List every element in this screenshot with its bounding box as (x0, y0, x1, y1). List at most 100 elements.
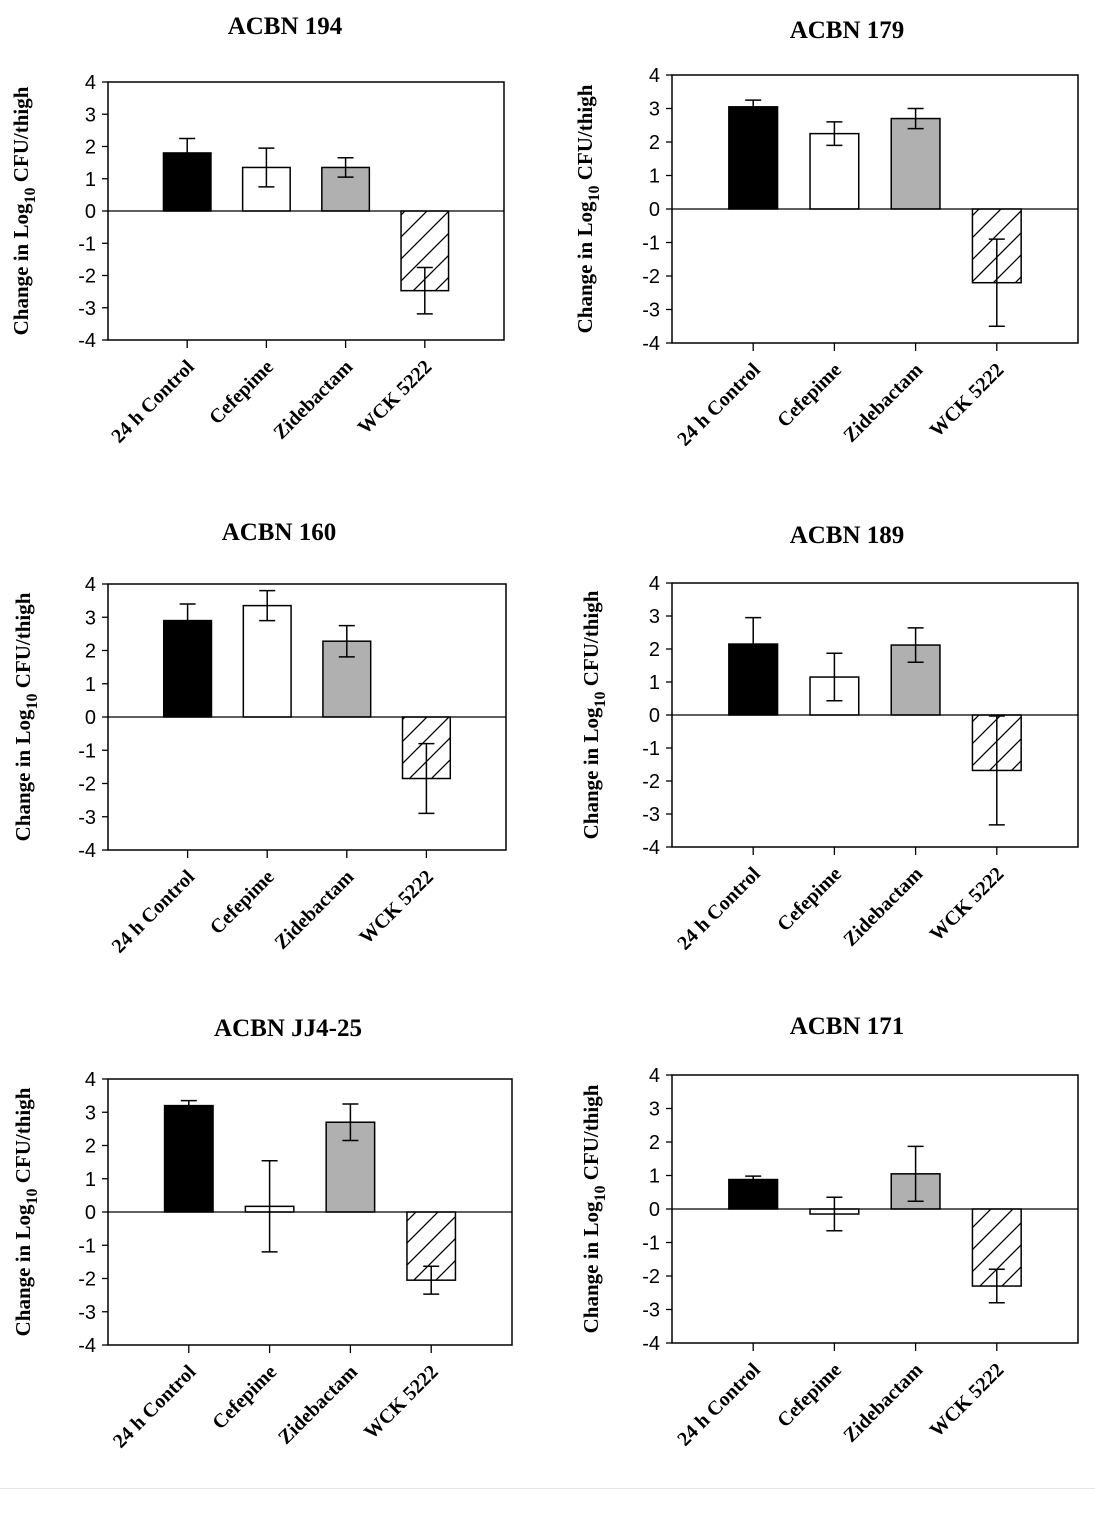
y-tick-label: 1 (85, 169, 96, 191)
y-tick-label: 3 (85, 1102, 96, 1124)
x-tick-label: WCK 5222 (354, 356, 437, 439)
y-tick-label: 1 (649, 1166, 660, 1188)
y-label-subscript: 10 (22, 188, 39, 204)
x-tick-label: Cefepime (206, 866, 279, 939)
panel-title: ACBN JJ4-25 (214, 1015, 362, 1042)
y-label-text: Change in Log (573, 201, 597, 333)
y-axis-label: Change in Log10 CFU/thigh (573, 84, 603, 333)
y-tick-label: -2 (642, 266, 660, 288)
y-tick-label: -3 (642, 804, 660, 826)
x-tick-label: Cefepime (205, 356, 278, 429)
y-tick-label: 2 (85, 1136, 96, 1158)
x-tick-label: WCK 5222 (926, 1359, 1009, 1442)
plot-frame (671, 1074, 1079, 1344)
y-tick-label: -1 (642, 738, 660, 760)
y-tick-label: 1 (85, 674, 96, 696)
caption-divider (0, 1488, 1095, 1489)
y-tick-label: 4 (649, 1065, 660, 1087)
y-tick-label: 4 (85, 574, 96, 596)
plot-frame (107, 583, 507, 851)
y-tick-label: -1 (78, 233, 96, 255)
y-tick-label: -4 (642, 333, 660, 355)
y-tick-label: -1 (78, 740, 96, 762)
x-tick-label: Zidebactam (269, 356, 357, 444)
x-tick-label: Cefepime (773, 359, 846, 432)
bar-24-h-control (728, 1178, 779, 1210)
y-tick-label: 4 (649, 573, 660, 595)
bar-zidebactam (890, 117, 941, 210)
panel-title: ACBN 179 (790, 17, 905, 44)
x-tick-label: 24 h Control (673, 863, 765, 955)
y-tick-label: -1 (78, 1235, 96, 1257)
y-axis-label: Change in Log10 CFU/thigh (11, 1087, 41, 1336)
y-label-text: CFU/thigh (579, 590, 603, 691)
bar-24-h-control (163, 1104, 214, 1213)
x-tick-label: 24 h Control (673, 359, 765, 451)
y-tick-label: -4 (78, 330, 96, 352)
x-tick-label: Cefepime (208, 1361, 281, 1434)
x-tick-label: Zidebactam (839, 1359, 927, 1447)
x-tick-label: Zidebactam (839, 863, 927, 951)
y-tick-label: 1 (649, 166, 660, 188)
y-tick-label: -4 (78, 1335, 96, 1357)
plot-frame (107, 81, 505, 341)
y-label-text: Change in Log (9, 203, 33, 335)
y-tick-label: 0 (85, 1202, 96, 1224)
y-tick-label: 4 (85, 72, 96, 94)
y-tick-label: -2 (642, 771, 660, 793)
y-axis-label: Change in Log10 CFU/thigh (579, 590, 609, 839)
y-tick-label: 0 (85, 707, 96, 729)
y-label-text: Change in Log (11, 1204, 35, 1336)
y-tick-label: 3 (649, 99, 660, 121)
y-tick-label: 2 (649, 639, 660, 661)
x-tick-label: 24 h Control (109, 1361, 201, 1453)
x-tick-label: Cefepime (773, 863, 846, 936)
y-tick-label: -2 (78, 1269, 96, 1291)
panel-title: ACBN 189 (790, 522, 905, 549)
y-tick-label: 1 (649, 672, 660, 694)
y-tick-label: 4 (649, 65, 660, 87)
y-label-subscript: 10 (592, 1186, 609, 1202)
plot-frame (107, 1078, 513, 1346)
bar-24-h-control (728, 106, 779, 210)
y-tick-label: 3 (649, 606, 660, 628)
y-label-text: CFU/thigh (11, 592, 35, 693)
y-label-text: Change in Log (11, 709, 35, 841)
x-tick-label: 24 h Control (673, 1359, 765, 1451)
y-label-text: CFU/thigh (579, 1084, 603, 1185)
x-tick-label: Cefepime (773, 1359, 846, 1432)
y-axis-label: Change in Log10 CFU/thigh (579, 1084, 609, 1333)
x-tick-label: Zidebactam (839, 359, 927, 447)
x-tick-label: 24 h Control (108, 866, 200, 958)
plot-frame (671, 74, 1079, 344)
x-tick-label: Zidebactam (274, 1361, 362, 1449)
x-tick-label: WCK 5222 (926, 863, 1009, 946)
y-label-subscript: 10 (586, 186, 603, 202)
y-tick-label: 2 (85, 137, 96, 159)
y-tick-label: -4 (78, 840, 96, 862)
y-tick-label: -2 (642, 1266, 660, 1288)
x-tick-label: Zidebactam (270, 866, 358, 954)
y-label-text: Change in Log (579, 707, 603, 839)
y-tick-label: 0 (85, 201, 96, 223)
plot-frame (671, 582, 1079, 848)
y-tick-label: 0 (649, 705, 660, 727)
x-tick-label: WCK 5222 (360, 1361, 443, 1444)
y-tick-label: 1 (85, 1169, 96, 1191)
bar-cefepime (809, 132, 860, 210)
x-tick-label: 24 h Control (107, 356, 199, 448)
y-tick-label: -2 (78, 774, 96, 796)
y-tick-label: 0 (649, 199, 660, 221)
y-tick-label: -3 (642, 1300, 660, 1322)
y-tick-label: 0 (649, 1199, 660, 1221)
x-tick-label: WCK 5222 (926, 359, 1009, 442)
y-tick-label: 2 (649, 1132, 660, 1154)
y-axis-label: Change in Log10 CFU/thigh (9, 86, 39, 335)
y-label-text: CFU/thigh (573, 84, 597, 185)
y-tick-label: 3 (85, 104, 96, 126)
